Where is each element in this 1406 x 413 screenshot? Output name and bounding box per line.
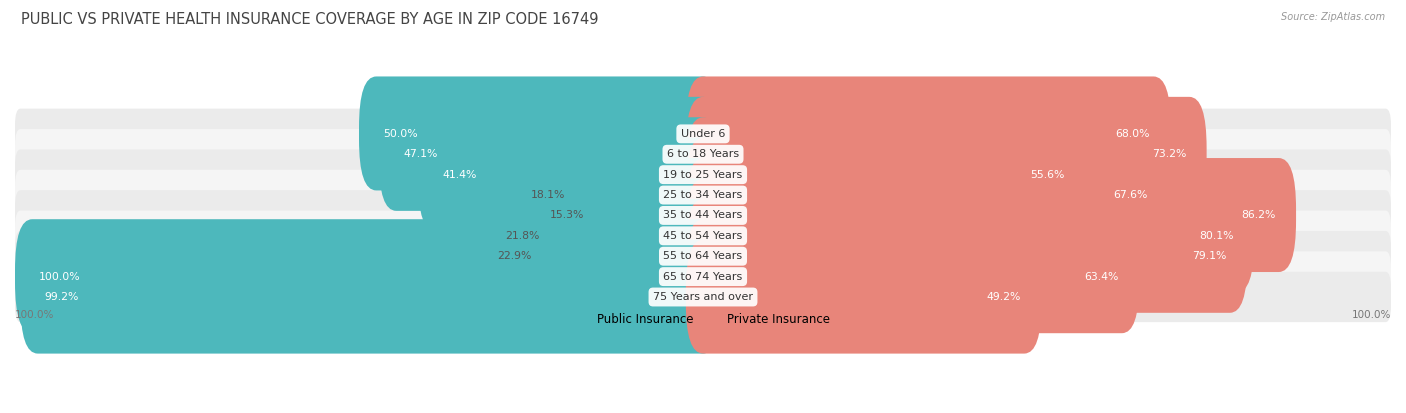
Legend: Public Insurance, Private Insurance: Public Insurance, Private Insurance <box>571 308 835 330</box>
FancyBboxPatch shape <box>15 129 1391 179</box>
FancyBboxPatch shape <box>15 231 1391 281</box>
FancyBboxPatch shape <box>15 211 1391 261</box>
FancyBboxPatch shape <box>686 97 1206 211</box>
Text: 80.1%: 80.1% <box>1199 231 1233 241</box>
FancyBboxPatch shape <box>546 199 720 313</box>
Text: 22.9%: 22.9% <box>498 251 531 261</box>
Text: 73.2%: 73.2% <box>1152 149 1187 159</box>
FancyBboxPatch shape <box>15 190 1391 240</box>
Text: 55.6%: 55.6% <box>1031 170 1064 180</box>
Text: 15.3%: 15.3% <box>550 211 583 221</box>
Text: 100.0%: 100.0% <box>1351 310 1391 320</box>
FancyBboxPatch shape <box>359 76 720 190</box>
Text: 49.2%: 49.2% <box>987 292 1021 302</box>
FancyBboxPatch shape <box>598 158 720 272</box>
Text: 35 to 44 Years: 35 to 44 Years <box>664 211 742 221</box>
FancyBboxPatch shape <box>686 219 1139 333</box>
Text: Under 6: Under 6 <box>681 129 725 139</box>
Text: 50.0%: 50.0% <box>382 129 418 139</box>
Text: 25 to 34 Years: 25 to 34 Years <box>664 190 742 200</box>
Text: 100.0%: 100.0% <box>39 272 80 282</box>
FancyBboxPatch shape <box>578 138 720 252</box>
Text: 86.2%: 86.2% <box>1241 211 1275 221</box>
Text: 68.0%: 68.0% <box>1116 129 1150 139</box>
Text: Source: ZipAtlas.com: Source: ZipAtlas.com <box>1281 12 1385 22</box>
FancyBboxPatch shape <box>15 150 1391 200</box>
Text: 45 to 54 Years: 45 to 54 Years <box>664 231 742 241</box>
FancyBboxPatch shape <box>686 117 1085 231</box>
FancyBboxPatch shape <box>15 219 720 333</box>
Text: 67.6%: 67.6% <box>1114 190 1147 200</box>
FancyBboxPatch shape <box>686 76 1171 190</box>
Text: 75 Years and over: 75 Years and over <box>652 292 754 302</box>
Text: 65 to 74 Years: 65 to 74 Years <box>664 272 742 282</box>
FancyBboxPatch shape <box>686 138 1168 252</box>
FancyBboxPatch shape <box>15 170 1391 220</box>
Text: 79.1%: 79.1% <box>1192 251 1226 261</box>
Text: 47.1%: 47.1% <box>404 149 437 159</box>
FancyBboxPatch shape <box>380 97 720 211</box>
FancyBboxPatch shape <box>418 117 720 231</box>
Text: 100.0%: 100.0% <box>15 310 55 320</box>
Text: 63.4%: 63.4% <box>1084 272 1119 282</box>
FancyBboxPatch shape <box>686 178 1254 292</box>
FancyBboxPatch shape <box>553 178 720 292</box>
FancyBboxPatch shape <box>15 252 1391 302</box>
Text: PUBLIC VS PRIVATE HEALTH INSURANCE COVERAGE BY AGE IN ZIP CODE 16749: PUBLIC VS PRIVATE HEALTH INSURANCE COVER… <box>21 12 599 27</box>
FancyBboxPatch shape <box>686 199 1247 313</box>
FancyBboxPatch shape <box>686 240 1042 354</box>
FancyBboxPatch shape <box>15 109 1391 159</box>
Text: 99.2%: 99.2% <box>45 292 79 302</box>
Text: 19 to 25 Years: 19 to 25 Years <box>664 170 742 180</box>
Text: 21.8%: 21.8% <box>505 231 540 241</box>
FancyBboxPatch shape <box>686 158 1296 272</box>
Text: 18.1%: 18.1% <box>530 190 565 200</box>
Text: 55 to 64 Years: 55 to 64 Years <box>664 251 742 261</box>
FancyBboxPatch shape <box>15 272 1391 322</box>
Text: 6 to 18 Years: 6 to 18 Years <box>666 149 740 159</box>
Text: 41.4%: 41.4% <box>443 170 477 180</box>
FancyBboxPatch shape <box>21 240 720 354</box>
